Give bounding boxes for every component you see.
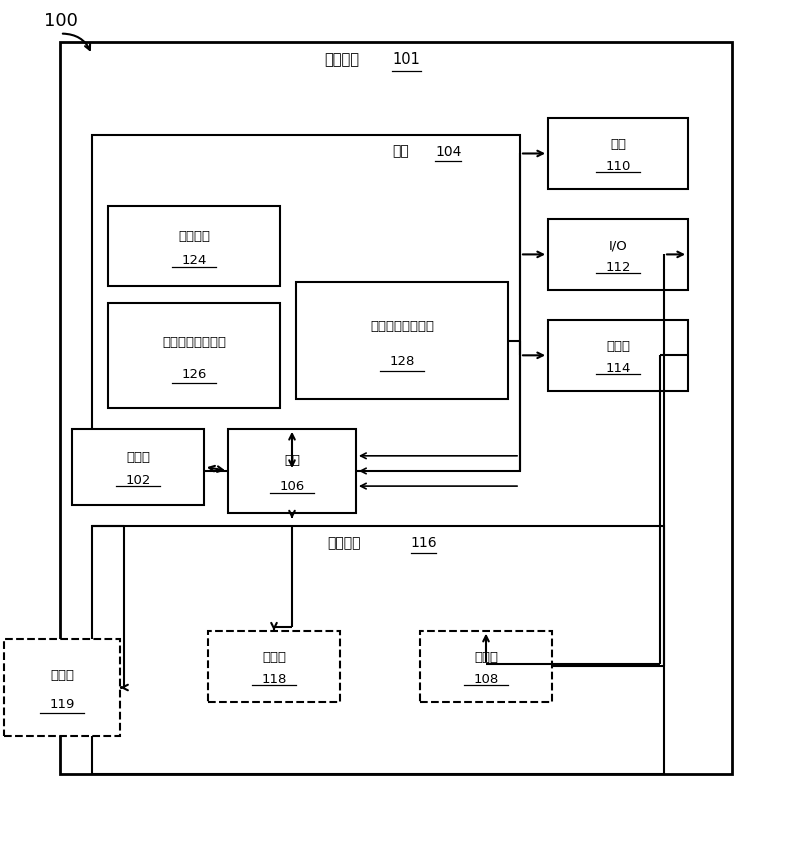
Bar (548, 219, 688, 290)
Text: 112: 112 (606, 261, 630, 274)
Bar (208, 631, 340, 702)
Text: 126: 126 (182, 368, 206, 381)
Text: 119: 119 (50, 698, 74, 711)
Bar (228, 429, 356, 513)
Text: 101: 101 (392, 52, 420, 67)
Bar (92, 526, 664, 774)
Text: 处理器: 处理器 (126, 451, 150, 464)
Text: 108: 108 (474, 673, 498, 686)
Text: 致动器: 致动器 (262, 652, 286, 664)
Text: 100: 100 (44, 12, 78, 30)
Bar (108, 303, 280, 408)
Bar (60, 42, 732, 774)
Text: 计算设备: 计算设备 (325, 52, 360, 67)
Text: 存储器: 存储器 (606, 341, 630, 353)
Bar (548, 118, 688, 189)
Bar (4, 639, 120, 736)
Bar (548, 320, 688, 391)
Text: 触摸表面: 触摸表面 (327, 536, 361, 550)
Text: 触觉效果生成模块: 触觉效果生成模块 (370, 320, 434, 333)
Text: 触觉效果确定模块: 触觉效果确定模块 (162, 336, 226, 349)
Text: 网络: 网络 (610, 139, 626, 151)
Text: I/O: I/O (609, 240, 627, 252)
Text: 致动器: 致动器 (50, 669, 74, 682)
Text: 118: 118 (262, 673, 286, 686)
Bar (296, 282, 508, 399)
Text: 102: 102 (126, 473, 150, 487)
Bar (92, 135, 520, 471)
Text: 116: 116 (410, 536, 437, 550)
Bar (420, 631, 552, 702)
Text: 106: 106 (279, 479, 305, 493)
Text: 110: 110 (606, 160, 630, 173)
Text: 128: 128 (390, 355, 414, 368)
Text: 104: 104 (435, 145, 462, 159)
Text: 总线: 总线 (284, 454, 300, 468)
Text: 124: 124 (182, 254, 206, 267)
Bar (108, 206, 280, 286)
Text: 内存: 内存 (392, 145, 409, 159)
Bar (72, 429, 204, 505)
Text: 检测模块: 检测模块 (178, 230, 210, 243)
Text: 传感器: 传感器 (474, 652, 498, 664)
Text: 114: 114 (606, 362, 630, 375)
